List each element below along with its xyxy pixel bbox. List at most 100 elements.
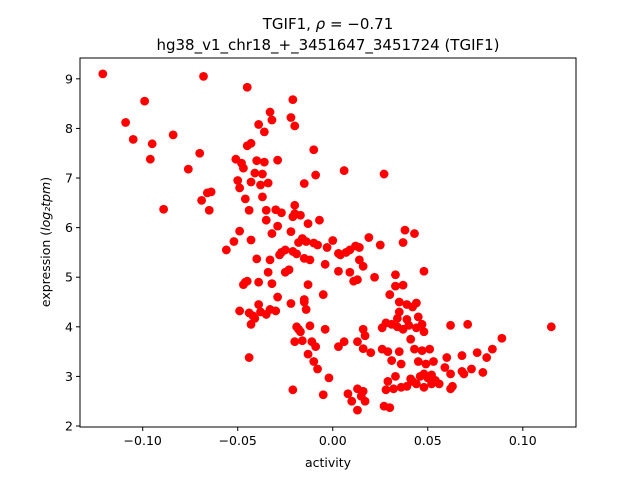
data-point [159, 204, 169, 214]
data-point [294, 238, 303, 247]
data-point [239, 280, 248, 290]
data-point [413, 312, 423, 322]
data-point [345, 267, 355, 277]
data-point [396, 359, 406, 369]
data-point [410, 229, 419, 238]
data-point [398, 238, 408, 247]
data-point [419, 327, 429, 337]
data-point [254, 300, 264, 309]
x-tick-label: 0.00 [319, 433, 347, 448]
data-point [339, 337, 349, 347]
data-point [320, 259, 330, 269]
data-point [353, 337, 362, 347]
data-point [487, 344, 497, 354]
data-point [358, 344, 368, 354]
data-point [396, 382, 406, 392]
y-tick-label: 8 [65, 121, 73, 136]
data-point [258, 192, 267, 202]
data-point [360, 331, 370, 341]
data-point [290, 337, 300, 347]
data-point [258, 169, 267, 179]
data-point [339, 166, 349, 175]
x-tick-label: −0.05 [219, 433, 257, 448]
data-point [254, 120, 264, 129]
data-point [296, 210, 305, 220]
data-point [288, 385, 298, 395]
y-tick-label: 7 [65, 171, 73, 186]
data-point [383, 376, 393, 386]
data-point [320, 324, 330, 334]
x-axis-label: activity [305, 455, 352, 470]
data-point [284, 265, 294, 275]
data-point [265, 107, 275, 117]
chart-title-line1: TGIF1, ρ = −0.71 [262, 15, 394, 33]
data-point [297, 336, 307, 346]
data-point [411, 298, 421, 308]
data-point [546, 322, 556, 332]
data-point [206, 187, 216, 197]
data-point [446, 384, 455, 394]
data-point [244, 353, 254, 362]
data-point [353, 275, 362, 285]
data-point [427, 379, 436, 389]
data-point [309, 357, 319, 366]
data-point [286, 299, 296, 308]
data-point [252, 254, 262, 264]
y-axis-ticks: 2 3 4 5 6 7 8 9 [65, 71, 80, 434]
data-point [429, 357, 438, 366]
data-point [229, 237, 239, 246]
x-tick-label: 0.10 [509, 433, 537, 448]
y-tick-label: 4 [65, 319, 73, 334]
data-point [299, 297, 309, 307]
data-point [358, 261, 368, 271]
data-point [353, 405, 362, 415]
data-point [347, 396, 357, 406]
data-point [121, 118, 131, 127]
data-point [301, 305, 311, 314]
data-point [417, 346, 427, 356]
data-point [168, 130, 178, 140]
data-point [394, 347, 404, 357]
data-point [400, 225, 410, 235]
data-point [140, 96, 150, 106]
data-point [328, 236, 338, 245]
data-point [385, 290, 395, 299]
data-point [478, 368, 488, 377]
data-point [286, 113, 296, 122]
x-tick-label: −0.10 [124, 433, 162, 448]
data-point [446, 369, 455, 379]
data-point [440, 363, 450, 372]
data-point [256, 180, 265, 190]
data-point [379, 169, 389, 179]
data-point [354, 255, 364, 265]
data-point [199, 71, 208, 81]
data-point [273, 155, 283, 165]
data-point [457, 351, 467, 360]
data-point [392, 313, 402, 323]
data-point [305, 321, 315, 331]
y-tick-label: 9 [65, 71, 73, 86]
data-point [292, 249, 302, 259]
data-point [391, 281, 400, 291]
data-point [381, 385, 391, 395]
data-point [240, 194, 250, 204]
data-point [290, 200, 300, 210]
chart-title-line2: hg38_v1_chr18_+_3451647_3451724 (TGIF1) [156, 36, 499, 55]
data-point [221, 245, 231, 255]
data-point [261, 215, 271, 225]
data-point [343, 389, 353, 399]
data-point [305, 255, 315, 265]
data-point [360, 396, 370, 406]
data-point [267, 279, 277, 289]
data-point [353, 384, 362, 394]
data-point [259, 127, 269, 137]
data-point [301, 237, 311, 246]
data-point [267, 115, 277, 125]
data-point [389, 384, 398, 394]
data-point [366, 348, 376, 357]
data-point [322, 243, 332, 252]
data-point [309, 145, 319, 155]
data-point [394, 297, 404, 307]
data-point [128, 134, 138, 144]
data-point [290, 121, 300, 131]
